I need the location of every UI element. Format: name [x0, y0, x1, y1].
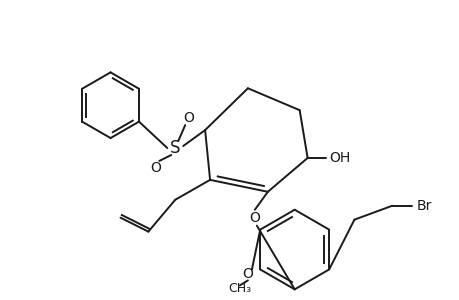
Text: O: O [242, 267, 253, 281]
Text: CH₃: CH₃ [228, 282, 251, 295]
Text: Br: Br [415, 199, 431, 213]
Text: S: S [170, 139, 180, 157]
Text: O: O [182, 111, 193, 125]
Text: O: O [150, 161, 161, 175]
Text: OH: OH [328, 151, 349, 165]
Text: O: O [249, 211, 260, 225]
